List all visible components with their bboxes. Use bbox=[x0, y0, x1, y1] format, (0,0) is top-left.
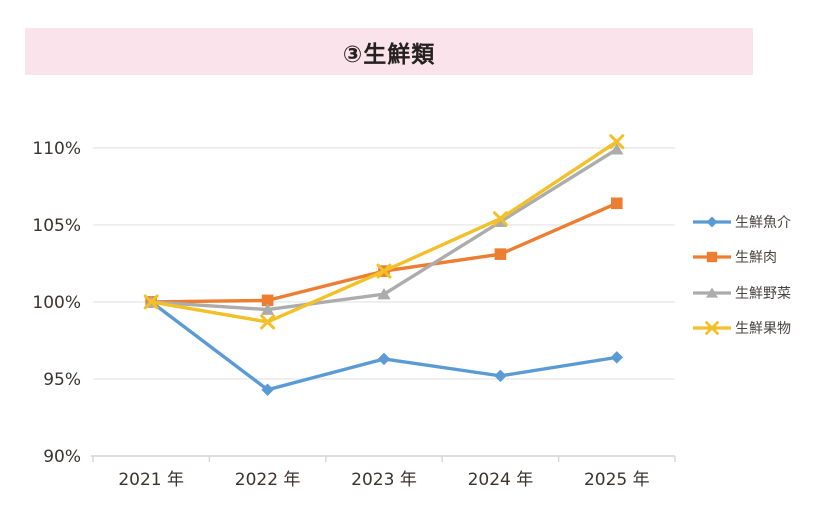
legend-item-生鮮野菜: 生鮮野菜 bbox=[692, 275, 791, 311]
legend-marker-triangle-icon bbox=[693, 287, 731, 298]
legend-item-生鮮魚介: 生鮮魚介 bbox=[692, 204, 791, 240]
y-axis-tick-label: 110% bbox=[32, 139, 81, 159]
series-marker-生鮮果物 bbox=[376, 263, 392, 279]
series-marker-生鮮野菜 bbox=[610, 143, 624, 155]
series-marker-生鮮野菜 bbox=[493, 215, 507, 227]
y-axis-tick-label: 105% bbox=[32, 216, 81, 236]
page-title: ③生鮮類 bbox=[342, 41, 436, 68]
series-marker-生鮮果物 bbox=[609, 134, 625, 150]
legend-label: 生鮮魚介 bbox=[735, 214, 791, 231]
y-axis-tick-label: 95% bbox=[43, 370, 81, 390]
series-marker-生鮮果物 bbox=[143, 294, 159, 310]
x-axis-tick-label: 2025 年 bbox=[584, 470, 650, 490]
legend-item-生鮮肉: 生鮮肉 bbox=[692, 240, 791, 276]
legend-item-生鮮果物: 生鮮果物 bbox=[692, 311, 791, 347]
legend-marker-x-icon bbox=[693, 321, 731, 336]
series-marker-生鮮野菜 bbox=[377, 288, 391, 300]
legend-marker-square-icon bbox=[693, 252, 731, 263]
series-marker-生鮮肉 bbox=[494, 248, 507, 260]
series-marker-生鮮魚介 bbox=[610, 351, 623, 364]
chart-legend: 生鮮魚介生鮮肉生鮮野菜生鮮果物 bbox=[692, 204, 791, 346]
series-marker-生鮮魚介 bbox=[261, 383, 274, 396]
legend-marker-diamond-icon bbox=[693, 216, 731, 228]
x-axis-tick-label: 2023 年 bbox=[351, 470, 417, 490]
series-marker-生鮮果物 bbox=[260, 314, 276, 330]
series-marker-生鮮肉 bbox=[611, 197, 623, 210]
series-marker-生鮮魚介 bbox=[377, 352, 391, 366]
title-banner: ③生鮮類 bbox=[25, 28, 753, 75]
series-line-生鮮肉 bbox=[149, 201, 619, 304]
x-axis-tick-label: 2022 年 bbox=[235, 470, 301, 490]
series-marker-生鮮魚介 bbox=[494, 369, 507, 383]
y-axis-tick-label: 100% bbox=[32, 293, 81, 313]
series-marker-生鮮果物 bbox=[492, 211, 508, 227]
series-line-生鮮野菜 bbox=[149, 147, 619, 312]
series-marker-生鮮野菜 bbox=[261, 303, 275, 315]
x-axis-tick-label: 2021 年 bbox=[118, 470, 184, 490]
series-marker-生鮮肉 bbox=[261, 294, 274, 307]
legend-label: 生鮮野菜 bbox=[735, 285, 791, 302]
legend-label: 生鮮果物 bbox=[735, 321, 791, 338]
legend-label: 生鮮肉 bbox=[735, 250, 777, 267]
y-axis-tick-label: 90% bbox=[43, 447, 81, 467]
x-axis-tick-label: 2024 年 bbox=[468, 470, 534, 490]
